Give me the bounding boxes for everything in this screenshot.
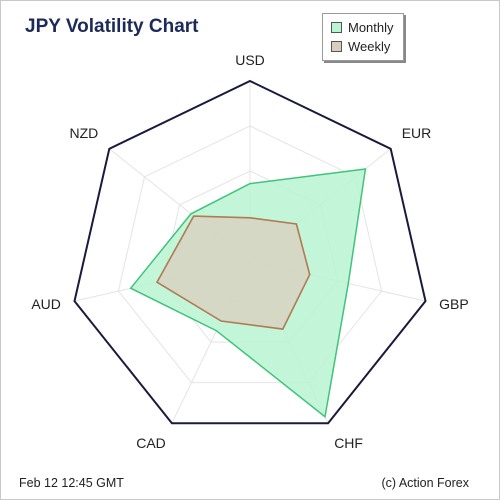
- axis-label-aud: AUD: [31, 296, 61, 312]
- outer-boundary: [73, 79, 427, 425]
- legend-label-monthly: Monthly: [348, 19, 394, 35]
- axis-label-usd: USD: [235, 52, 265, 68]
- axis-label-nzd: NZD: [70, 125, 99, 141]
- axis-label-gbp: GBP: [439, 296, 469, 312]
- legend-item-monthly: Monthly: [331, 19, 394, 35]
- legend: Monthly Weekly: [322, 13, 404, 61]
- credit: (c) Action Forex: [381, 476, 469, 490]
- legend-swatch-monthly: [331, 21, 342, 33]
- series-weekly-area: [155, 215, 311, 330]
- axis-label-chf: CHF: [334, 435, 363, 451]
- timestamp: Feb 12 12:45 GMT: [19, 476, 124, 490]
- legend-item-weekly: Weekly: [331, 38, 390, 54]
- axis-label-eur: EUR: [402, 125, 432, 141]
- chart-title: JPY Volatility Chart: [25, 16, 199, 37]
- legend-swatch-weekly: [331, 40, 342, 52]
- axis-label-cad: CAD: [136, 435, 166, 451]
- legend-label-weekly: Weekly: [348, 38, 391, 54]
